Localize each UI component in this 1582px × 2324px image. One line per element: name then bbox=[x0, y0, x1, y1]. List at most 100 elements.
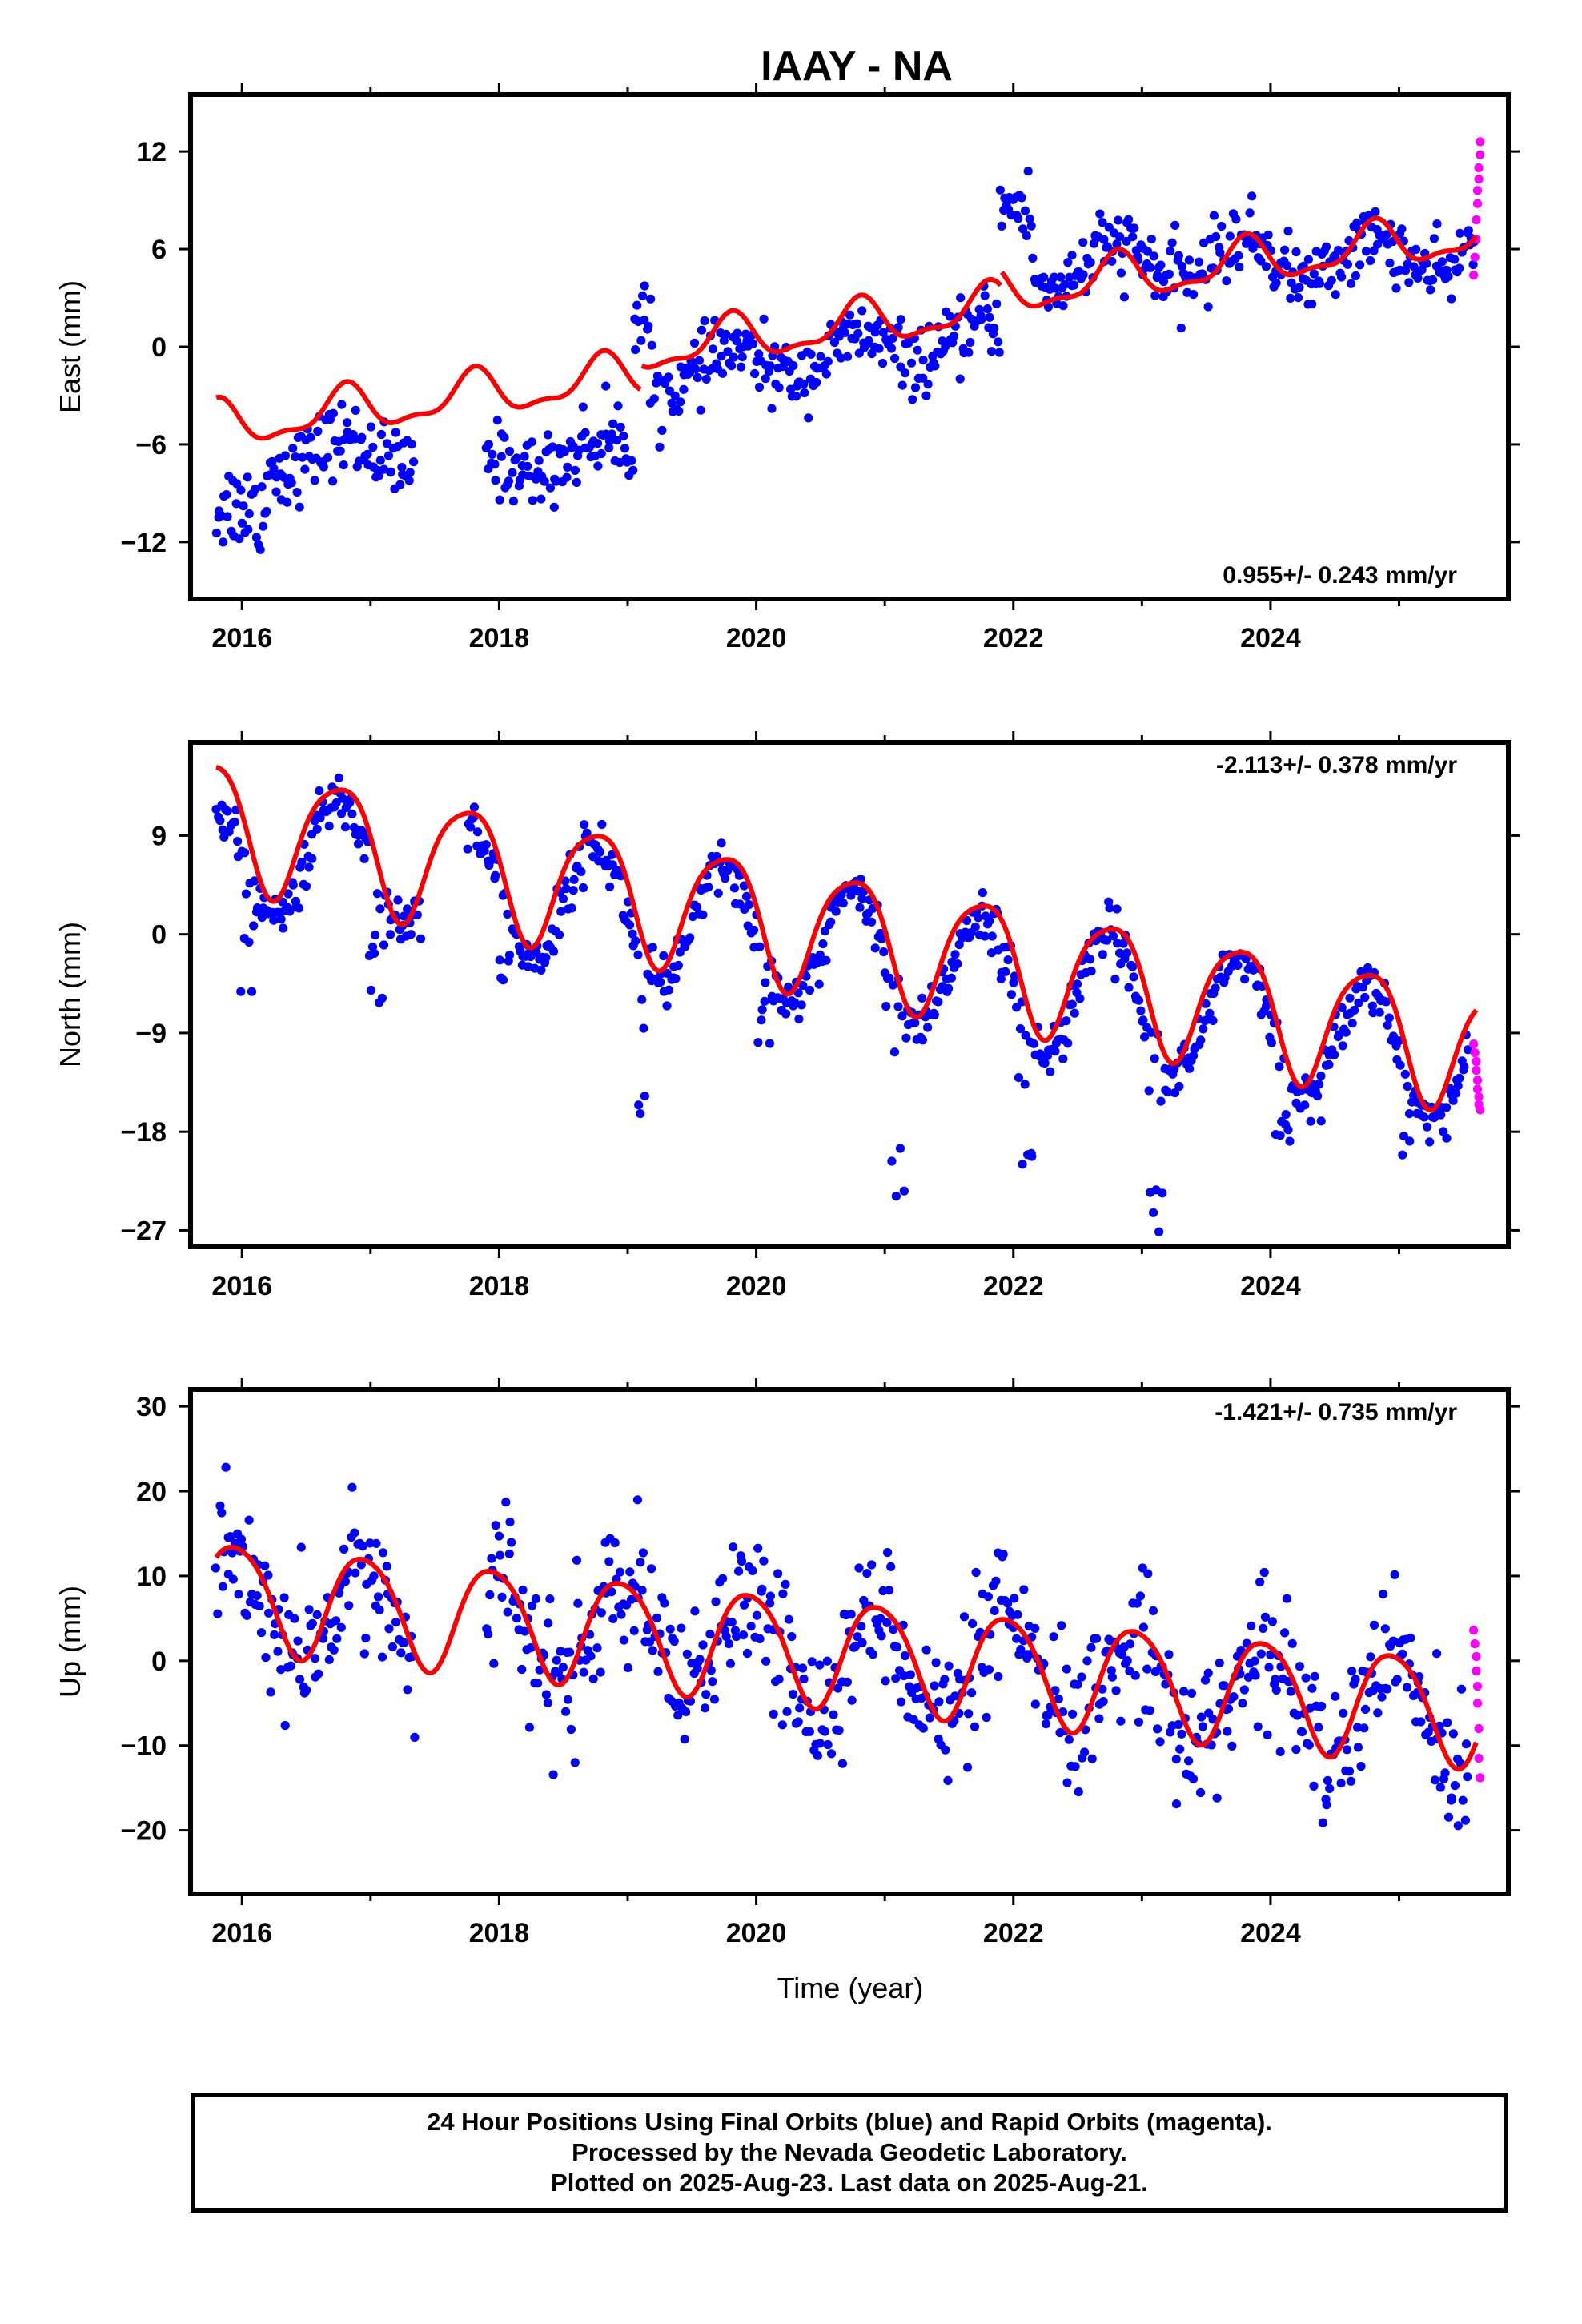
final-orbit-point bbox=[647, 340, 656, 350]
final-orbit-point bbox=[1345, 993, 1355, 1003]
final-orbit-point bbox=[1406, 1633, 1415, 1642]
final-orbit-point bbox=[1196, 1712, 1207, 1722]
final-orbit-point bbox=[1171, 1799, 1182, 1809]
final-orbit-point bbox=[1409, 262, 1419, 271]
final-orbit-point bbox=[608, 419, 618, 428]
final-orbit-point bbox=[570, 1758, 580, 1767]
plot-frame bbox=[188, 1387, 1511, 1896]
final-orbit-point bbox=[1009, 978, 1018, 987]
rapid-orbit-point bbox=[1472, 199, 1483, 208]
final-orbit-point bbox=[1402, 1683, 1412, 1692]
x-tick-label: 2020 bbox=[726, 1271, 787, 1301]
final-orbit-point bbox=[940, 1675, 950, 1684]
x-tick-label: 2022 bbox=[983, 623, 1044, 653]
final-orbit-point bbox=[1166, 247, 1175, 256]
final-orbit-point bbox=[407, 440, 416, 449]
final-orbit-point bbox=[331, 1616, 341, 1626]
final-orbit-point bbox=[759, 1556, 769, 1566]
final-orbit-point bbox=[500, 432, 509, 442]
final-orbit-point bbox=[1259, 1567, 1269, 1578]
final-orbit-point bbox=[910, 1018, 920, 1027]
final-orbit-point bbox=[1461, 1739, 1472, 1749]
final-orbit-point bbox=[1463, 1772, 1472, 1782]
final-orbit-point bbox=[1222, 276, 1231, 286]
final-orbit-point bbox=[769, 1709, 778, 1719]
final-orbit-point bbox=[801, 971, 811, 981]
final-orbit-point bbox=[1211, 231, 1221, 242]
y-axis-label: North (mm) bbox=[54, 922, 86, 1068]
final-orbit-point bbox=[1256, 1649, 1266, 1659]
final-orbit-point bbox=[1353, 1743, 1363, 1752]
final-orbit-point bbox=[755, 1634, 765, 1643]
final-orbit-point bbox=[507, 1538, 516, 1547]
final-orbit-point bbox=[1283, 1125, 1293, 1135]
final-orbit-point bbox=[1293, 293, 1303, 303]
final-orbit-point bbox=[558, 894, 568, 903]
final-orbit-point bbox=[964, 1709, 974, 1719]
final-orbit-point bbox=[1271, 1675, 1280, 1684]
final-orbit-point bbox=[211, 1563, 220, 1573]
final-orbit-point bbox=[1117, 1650, 1127, 1659]
final-orbit-point bbox=[250, 485, 260, 494]
final-orbit-point bbox=[562, 472, 572, 482]
final-orbit-point bbox=[696, 405, 705, 415]
final-orbit-point bbox=[1432, 1649, 1442, 1659]
final-orbit-point bbox=[288, 444, 298, 453]
final-orbit-point bbox=[982, 304, 992, 314]
final-orbit-point bbox=[721, 1631, 731, 1642]
final-orbit-point bbox=[347, 809, 357, 819]
final-orbit-point bbox=[239, 501, 248, 511]
final-orbit-point bbox=[905, 1670, 915, 1679]
final-orbit-point bbox=[1086, 955, 1095, 964]
final-orbit-point bbox=[243, 525, 253, 534]
final-orbit-point bbox=[1280, 1628, 1290, 1638]
final-orbit-point bbox=[1331, 1691, 1340, 1701]
final-orbit-point bbox=[941, 1745, 950, 1755]
final-orbit-point bbox=[255, 1601, 264, 1611]
final-orbit-point bbox=[1184, 255, 1194, 265]
final-orbit-point bbox=[901, 1033, 911, 1043]
final-orbit-point bbox=[1247, 1621, 1256, 1630]
final-orbit-point bbox=[1132, 1598, 1142, 1608]
final-orbit-point bbox=[1315, 279, 1324, 288]
final-orbit-point bbox=[1073, 1679, 1082, 1689]
final-orbit-point bbox=[638, 1548, 648, 1558]
final-orbit-point bbox=[1275, 1747, 1285, 1756]
final-orbit-point bbox=[974, 913, 983, 923]
final-orbit-point bbox=[1307, 300, 1317, 309]
final-orbit-point bbox=[628, 929, 637, 939]
final-orbit-point bbox=[1194, 257, 1204, 267]
final-orbit-point bbox=[778, 1589, 788, 1598]
final-orbit-point bbox=[695, 1655, 705, 1664]
final-orbit-point bbox=[1148, 1606, 1158, 1615]
rapid-orbit-point bbox=[1474, 1092, 1484, 1101]
final-orbit-point bbox=[640, 281, 649, 291]
final-orbit-point bbox=[1124, 983, 1134, 992]
final-orbit-point bbox=[223, 806, 232, 816]
final-orbit-point bbox=[1189, 290, 1199, 300]
final-orbit-point bbox=[1164, 1650, 1174, 1659]
final-orbit-point bbox=[287, 478, 296, 488]
final-orbit-point bbox=[1322, 1800, 1331, 1810]
x-tick-label: 2020 bbox=[726, 1918, 787, 1948]
final-orbit-point bbox=[1116, 1716, 1126, 1726]
final-orbit-point bbox=[864, 336, 873, 345]
final-orbit-point bbox=[361, 1633, 371, 1643]
final-orbit-point bbox=[1385, 259, 1395, 268]
panel-north: −27 −18 −9 0 9 2016 2018 2020 2022 2024 North (mm)… bbox=[54, 731, 1520, 1301]
final-orbit-point bbox=[994, 1671, 1003, 1682]
x-tick-label: 2020 bbox=[726, 623, 787, 653]
final-orbit-point bbox=[1087, 1754, 1097, 1763]
final-orbit-point bbox=[339, 460, 348, 470]
final-orbit-point bbox=[1235, 262, 1244, 272]
final-orbit-point bbox=[1382, 230, 1391, 239]
final-orbit-point bbox=[1130, 1671, 1140, 1680]
final-orbit-point bbox=[328, 476, 338, 486]
final-orbit-point bbox=[1239, 1685, 1249, 1695]
final-orbit-point bbox=[580, 428, 590, 437]
final-orbit-point bbox=[896, 362, 905, 372]
final-orbit-point bbox=[1128, 962, 1138, 971]
final-orbit-point bbox=[1040, 1058, 1050, 1068]
final-orbit-point bbox=[1075, 994, 1085, 1003]
final-orbit-point bbox=[800, 388, 809, 398]
